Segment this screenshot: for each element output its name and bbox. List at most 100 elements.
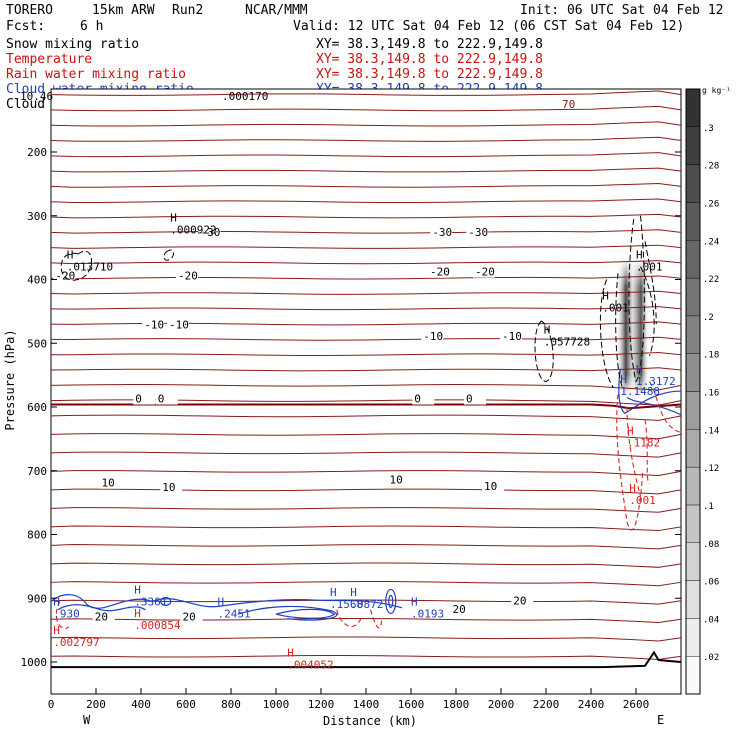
contour-label-bg	[464, 393, 486, 405]
colorbar-segment	[685, 240, 701, 279]
contour-label-bg	[160, 482, 183, 494]
isotherm-label: 20	[183, 611, 196, 624]
cloud-water-contour	[57, 604, 146, 612]
max-marker: H	[67, 249, 74, 262]
ice-contour	[640, 266, 655, 357]
x-tick-label: 400	[131, 698, 151, 711]
contour-label-bg	[92, 611, 115, 623]
y-tick-label: 200	[27, 146, 47, 159]
max-value: .001	[602, 301, 629, 314]
cloud-water-contour	[50, 594, 153, 609]
init-time: Init: 06 UTC Sat 04 Feb 12	[520, 3, 724, 18]
colorbar-segment	[685, 88, 701, 128]
y-tick-label: 600	[27, 401, 47, 414]
colorbar-tick: .04	[703, 615, 719, 625]
max-value: .1182	[627, 437, 660, 450]
legend-xy: XY= 38.3,149.8 to 222.9,149.8	[316, 52, 543, 67]
colorbar-tick: .1	[703, 502, 714, 512]
colorbar-tick: .14	[703, 426, 719, 436]
fcst-label: Fcst:	[6, 19, 45, 34]
cloud-water-contour	[388, 594, 394, 609]
colorbar-segment	[685, 353, 701, 392]
contour-label-bg	[473, 266, 495, 278]
isotherm-label: -20	[430, 266, 450, 279]
max-marker: H	[544, 323, 551, 336]
max-value: .0872	[350, 598, 383, 611]
max-marker: H	[218, 595, 225, 608]
isotherm-line	[50, 260, 682, 265]
colorbar-segment	[685, 655, 701, 695]
rain-contour	[55, 601, 70, 629]
rain-contour	[644, 419, 651, 485]
isotherm-line	[50, 290, 682, 295]
isotherm-label: -20	[475, 266, 495, 279]
contour-label-bg	[155, 393, 178, 405]
contour-label-bg	[180, 611, 203, 623]
cloud-water-contour	[626, 396, 682, 416]
org-label: NCAR/MMM	[245, 3, 308, 18]
colorbar-segment	[685, 504, 701, 543]
max-value: .1568	[330, 598, 363, 611]
max-value: .0193	[411, 607, 444, 620]
plot-frame	[50, 88, 682, 695]
resolution: 15km ARW	[92, 3, 155, 18]
colorbar-unit: g kg⁻¹	[702, 86, 731, 95]
isotherm-line	[50, 488, 682, 495]
isotherm-line	[50, 229, 682, 234]
isotherm-label: -10	[144, 319, 164, 332]
max-value: .001	[629, 494, 656, 507]
max-marker: H	[134, 607, 141, 620]
ice-contour	[628, 215, 645, 383]
cloud-water-contour	[160, 596, 172, 607]
colorbar-segment	[685, 126, 701, 165]
isotherm-line	[50, 544, 682, 550]
cloud-water-contour	[618, 368, 682, 415]
max-value: .2451	[218, 607, 251, 620]
colorbar-tick: .24	[703, 237, 719, 247]
contour-label-bg	[450, 603, 473, 615]
max-value: 1.3172	[636, 375, 676, 388]
max-value: .057728	[544, 335, 590, 348]
legend-item: Temperature	[6, 52, 92, 67]
colorbar-segment	[685, 277, 701, 317]
isotherm-label: 20	[513, 595, 526, 608]
fcst-value: 6 h	[80, 19, 103, 34]
ice-contour	[644, 241, 657, 325]
isotherm-line	[50, 654, 682, 660]
colorbar-tick: .02	[703, 653, 719, 663]
colorbar-tick: .2	[703, 313, 714, 323]
x-tick-label: 1200	[308, 698, 335, 711]
colorbar-tick: .3	[703, 124, 714, 134]
max-marker: H	[350, 586, 357, 599]
isotherm-line	[50, 213, 682, 219]
legend-item: Snow mixing ratio	[6, 37, 139, 52]
x-tick-label: 2600	[623, 698, 650, 711]
ice-contour	[60, 250, 92, 281]
isotherm-line	[50, 275, 682, 280]
max-marker: H	[53, 595, 60, 608]
max-marker: H	[602, 289, 609, 302]
isotherm-label: 10	[484, 480, 497, 493]
contour-label-bg	[500, 331, 522, 343]
x-tick-label: 0	[48, 698, 55, 711]
x-tick-label: 2000	[488, 698, 515, 711]
colorbar-segment	[685, 429, 701, 468]
x-tick-label: 1000	[263, 698, 290, 711]
terrain-line	[51, 650, 682, 669]
rain-contour	[626, 406, 642, 497]
ice-contour	[615, 273, 623, 389]
isotherm-label: 0	[158, 393, 165, 406]
isotherm-line	[50, 244, 682, 249]
max-marker: H	[411, 595, 418, 608]
contour-label-bg	[482, 480, 504, 492]
partial-label: 70	[562, 98, 575, 111]
zero-isotherm	[51, 403, 682, 410]
x-tick-label: 600	[176, 698, 196, 711]
isotherm-line	[50, 306, 682, 311]
colorbar-tick: .22	[703, 275, 719, 285]
isotherm-line	[50, 183, 682, 188]
max-value: 1.1488	[620, 385, 660, 398]
max-marker: H	[287, 646, 294, 659]
max-value: .001	[636, 261, 663, 274]
